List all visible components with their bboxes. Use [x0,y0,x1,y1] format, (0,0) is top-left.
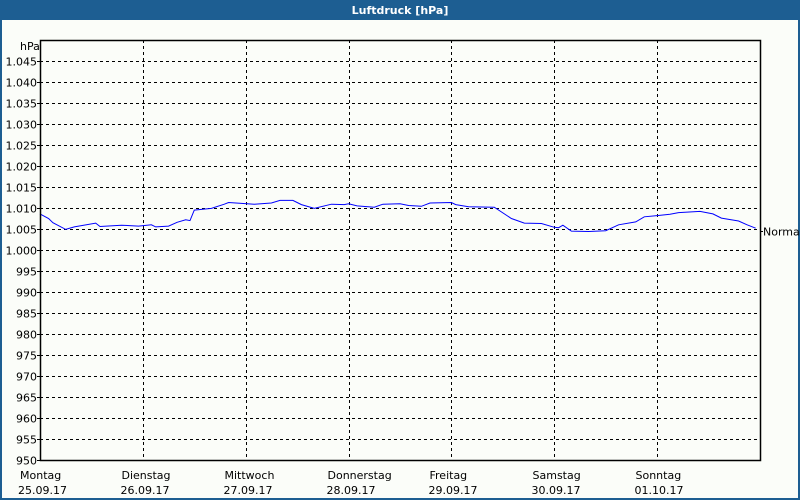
y-tick-label: 1.035 [6,98,38,111]
x-tick-day-label: Sonntag [636,469,682,482]
x-tick-date-label: 27.09.17 [224,484,273,497]
y-tick-label: 1.000 [6,245,38,258]
x-tick-date-label: 30.09.17 [532,484,581,497]
x-tick-day-label: Donnerstag [328,469,392,482]
x-tick-date-label: 01.10.17 [635,484,684,497]
y-tick-label: 985 [16,308,37,321]
y-tick-label: 965 [16,392,37,405]
x-tick-day-label: Freitag [430,469,468,482]
x-tick-date-label: 25.09.17 [18,484,67,497]
y-tick-label: 1.045 [6,56,38,69]
grid [40,40,760,460]
x-tick-date-label: 26.09.17 [121,484,170,497]
y-tick-label: 1.015 [6,182,38,195]
window-title: Luftdruck [hPa] [0,0,800,20]
normal-reference-label: Normal [763,226,800,239]
y-tick-label: 1.030 [6,119,38,132]
y-tick-label: 955 [16,434,37,447]
y-tick-label: 1.025 [6,140,38,153]
x-tick-day-label: Montag [20,469,61,482]
y-tick-label: 990 [16,287,37,300]
y-tick-label: 1.005 [6,224,38,237]
y-tick-label: 995 [16,266,37,279]
x-tick-day-label: Samstag [533,469,581,482]
plot-frame [39,39,762,462]
x-tick-date-label: 28.09.17 [327,484,376,497]
y-axis-label: hPa [20,40,40,53]
x-tick-date-label: 29.09.17 [429,484,478,497]
x-tick-day-label: Dienstag [122,469,171,482]
y-tick-label: 970 [16,371,37,384]
y-axis-ticks: 950 955 960 965 970 975 980 985 990 995 1.000 1.005… [6,56,40,468]
y-tick-label: 980 [16,329,37,342]
x-axis-ticks: Montag 25.09.17 Dienstag 26.09.17 Mittwoch 27… [18,469,683,497]
x-tick-day-label: Mittwoch [225,469,275,482]
y-tick-label: 1.040 [6,77,38,90]
y-tick-label: 1.010 [6,203,38,216]
y-tick-label: 950 [16,455,37,468]
y-tick-label: 960 [16,413,37,426]
y-tick-label: 1.020 [6,161,38,174]
y-tick-label: 975 [16,350,37,363]
pressure-series-line [39,199,756,233]
